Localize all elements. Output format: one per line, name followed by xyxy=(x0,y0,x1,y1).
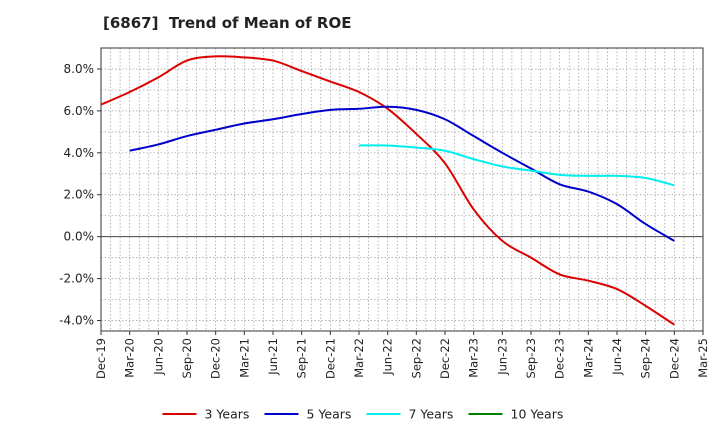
x-tick-label: Jun-24 xyxy=(610,338,624,376)
x-tick-label: Mar-20 xyxy=(123,338,137,378)
x-tick-label: Dec-20 xyxy=(209,338,223,379)
x-tick-label: Sep-20 xyxy=(180,338,194,378)
series-line-5-years xyxy=(129,105,675,242)
legend-label-10-years: 10 Years xyxy=(511,407,564,422)
plot-background xyxy=(101,48,703,331)
x-tick-label: Mar-25 xyxy=(696,338,710,378)
y-tick-label: 2.0% xyxy=(64,188,95,202)
x-tick-label: Jun-22 xyxy=(381,338,395,376)
y-tick-label: -4.0% xyxy=(59,314,94,328)
x-tick-label: Sep-24 xyxy=(639,338,653,378)
legend: 3 Years 5 Years 7 Years 10 Years xyxy=(162,407,564,422)
x-tick-label: Dec-21 xyxy=(323,338,337,379)
legend-item-10-years: 10 Years xyxy=(468,407,564,422)
x-tick-label: Dec-22 xyxy=(438,338,452,379)
chart-title: [6867] Trend of Mean of ROE xyxy=(103,14,352,32)
series-line-3-years xyxy=(100,55,675,326)
axes: -4.0% -2.0% 0.0% 2.0% 4.0% 6.0% 8.0% Dec-19 Mar-… xyxy=(59,47,710,379)
y-tick-label: 4.0% xyxy=(64,146,95,160)
x-tick-label: Sep-23 xyxy=(524,338,538,378)
series-line-7-years xyxy=(358,144,675,187)
x-tick-label: Mar-22 xyxy=(352,338,366,378)
x-tick-label: Jun-21 xyxy=(266,338,280,376)
x-tick-label: Mar-23 xyxy=(467,338,481,378)
legend-item-5-years: 5 Years xyxy=(264,407,352,422)
x-tick-label: Mar-21 xyxy=(237,338,251,378)
x-tick-label: Dec-24 xyxy=(667,338,681,379)
x-tick-label: Jun-20 xyxy=(151,338,165,376)
legend-label-7-years: 7 Years xyxy=(409,407,454,422)
series-lines xyxy=(100,55,675,326)
y-tick-label: 6.0% xyxy=(64,104,95,118)
x-tick-label: Sep-21 xyxy=(295,338,309,378)
plot-area xyxy=(101,48,703,331)
x-tick-label: Sep-22 xyxy=(409,338,423,378)
legend-label-3-years: 3 Years xyxy=(205,407,250,422)
x-tick-label: Mar-24 xyxy=(581,338,595,378)
y-tick-label: 8.0% xyxy=(64,62,95,76)
legend-label-5-years: 5 Years xyxy=(307,407,352,422)
legend-item-7-years: 7 Years xyxy=(366,407,454,422)
x-tick-label: Dec-19 xyxy=(94,338,108,379)
legend-item-3-years: 3 Years xyxy=(162,407,250,422)
x-tick-label: Dec-23 xyxy=(553,338,567,379)
plot-border xyxy=(100,47,704,332)
x-tick-label: Jun-23 xyxy=(495,338,509,376)
y-tick-label: 0.0% xyxy=(64,230,95,244)
y-tick-label: -2.0% xyxy=(59,272,94,286)
